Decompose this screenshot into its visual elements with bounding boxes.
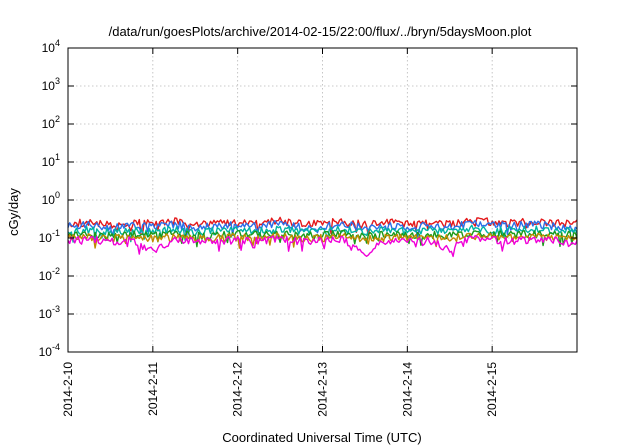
series-line <box>67 234 578 258</box>
x-tick-label: 2014-2-15 <box>485 362 499 417</box>
x-tick-label: 2014-2-13 <box>316 362 330 417</box>
x-tick-label: 2014-2-14 <box>400 362 414 417</box>
x-tick-label: 2014-2-12 <box>231 362 245 417</box>
y-tick-labels: 104 103 102 101 100 10-1 10-2 10-3 10-4 <box>39 38 60 359</box>
series-line <box>67 224 578 243</box>
y-tick-label: 101 <box>42 152 60 169</box>
y-axis-label: cGy/day <box>6 188 21 236</box>
series-line <box>67 216 578 237</box>
chart-title: /data/run/goesPlots/archive/2014-02-15/2… <box>109 24 532 39</box>
y-tick-label: 10-4 <box>39 342 60 359</box>
series-layer <box>67 216 578 258</box>
y-tick-label: 10-2 <box>39 266 60 283</box>
y-tick-label: 100 <box>42 190 60 207</box>
y-tick-label: 102 <box>42 114 60 131</box>
plot-area <box>67 47 578 353</box>
y-tick-label: 10-3 <box>39 304 60 321</box>
x-tick-label: 2014-2-11 <box>146 362 160 416</box>
x-axis-label: Coordinated Universal Time (UTC) <box>222 430 421 445</box>
tick-marks <box>67 47 577 353</box>
x-tick-labels: 2014-2-10 2014-2-11 2014-2-12 2014-2-13 2014… <box>61 362 499 417</box>
y-tick-label: 10-1 <box>39 228 60 245</box>
y-tick-label: 103 <box>42 76 60 93</box>
x-tick-label: 2014-2-10 <box>61 362 75 417</box>
y-tick-label: 104 <box>42 38 60 55</box>
